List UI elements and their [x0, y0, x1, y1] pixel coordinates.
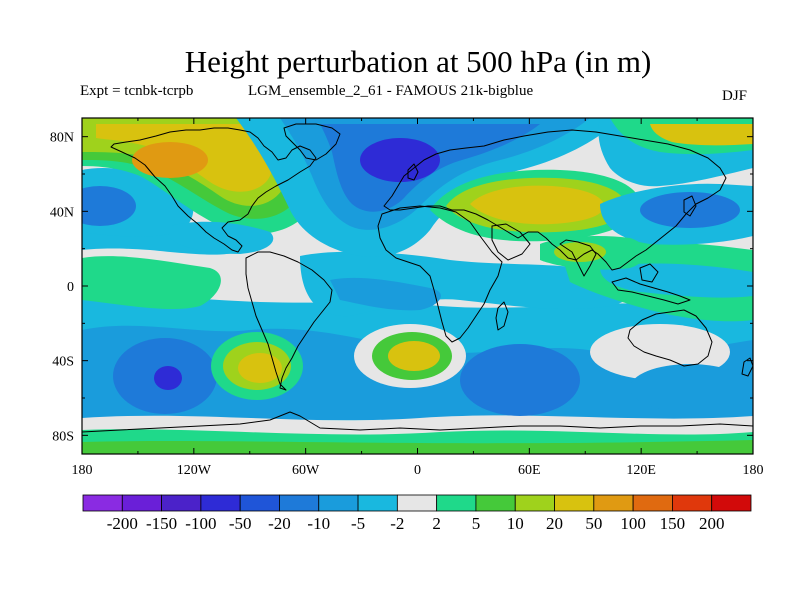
coast-japan: [683, 195, 697, 217]
colorbar-swatch: [554, 494, 595, 512]
colorbar: [82, 494, 752, 512]
colorbar-swatch: [161, 494, 202, 512]
x-tick-label: 60W: [292, 463, 320, 478]
colorbar-label: -20: [268, 514, 291, 533]
coast-borneo: [639, 263, 659, 283]
x-axis-labels: 180 120W 60W 0 60E 120E 180: [72, 463, 764, 478]
colorbar-swatch: [121, 494, 162, 512]
colorbar-swatch: [279, 494, 320, 512]
colorbar-swatch: [318, 494, 359, 512]
colorbar-label: -200: [107, 514, 138, 533]
axis-ticks: [81, 118, 754, 454]
colorbar-labels: -200 -150 -100 -50 -20 -10 -5 -2 2 5 10 20 50 100 150 2…: [107, 514, 725, 533]
colorbar-label: -2: [390, 514, 404, 533]
colorbar-label: -150: [146, 514, 177, 533]
coast-greenland: [283, 123, 341, 161]
x-tick-label: 120W: [177, 463, 212, 478]
colorbar-swatch: [711, 494, 752, 512]
x-tick-label: 120E: [626, 463, 656, 478]
coast-north-america: [110, 127, 317, 253]
field-antarctic-neutral: [82, 415, 753, 436]
coast-eurasia: [383, 129, 727, 271]
colorbar-label: -5: [351, 514, 365, 533]
colorbar-label: 20: [546, 514, 563, 533]
ensemble-label: LGM_ensemble_2_61 - FAMOUS 21k-bigblue: [248, 83, 534, 99]
map-field: [82, 118, 753, 454]
colorbar-swatch: [396, 494, 438, 512]
field-atlantic-trough-core: [360, 138, 440, 182]
field-cell-se-pac-pos-core: [238, 353, 282, 383]
field-cell-satl-pos-core: [388, 341, 440, 371]
coast-antarctica: [82, 411, 753, 433]
coast-uk: [407, 163, 419, 181]
colorbar-label: -100: [185, 514, 216, 533]
x-tick-label: 180: [72, 463, 93, 478]
field-na-ridge-peak: [132, 142, 208, 178]
field-cell-aus-neg: [630, 364, 750, 412]
colorbar-label: 2: [432, 514, 441, 533]
coast-africa: [377, 205, 503, 343]
colorbar-swatch: [514, 494, 555, 512]
colorbar-label: -50: [229, 514, 252, 533]
coast-australia: [627, 309, 713, 367]
field-tropical-atlantic-neg-mid: [330, 277, 441, 311]
coast-arabia: [491, 223, 531, 261]
colorbar-swatch: [200, 494, 241, 512]
colorbar-swatch: [436, 494, 477, 512]
y-tick-label: 40N: [50, 205, 74, 220]
colorbar-label: -10: [307, 514, 330, 533]
coastlines: [82, 123, 753, 433]
coast-south-america: [245, 251, 333, 391]
coast-madagascar: [495, 301, 509, 331]
colorbar-label: 100: [620, 514, 646, 533]
field-indo-pacific-neg: [600, 263, 753, 298]
y-tick-label: 40S: [52, 355, 74, 370]
colorbar-swatch: [475, 494, 516, 512]
colorbar-swatch: [593, 494, 634, 512]
coast-maritime-continent: [611, 277, 691, 305]
colorbar-label: 150: [660, 514, 686, 533]
y-tick-label: 0: [67, 280, 74, 295]
field-mexico-neg: [170, 221, 274, 254]
field-antarctic-positive-mid: [82, 440, 753, 454]
coast-india: [559, 239, 597, 277]
colorbar-swatch: [239, 494, 280, 512]
field-arctic-ridge-core: [650, 124, 753, 146]
x-tick-label: 180: [743, 463, 764, 478]
field-eurasia-ridge-core: [470, 185, 604, 225]
experiment-label: Expt = tcnbk-tcrpb: [80, 83, 194, 99]
colorbar-swatch: [357, 494, 398, 512]
field-cell-indian-neg: [460, 344, 580, 416]
colorbar-swatch: [632, 494, 673, 512]
y-tick-label: 80N: [50, 131, 74, 146]
colorbar-label: 10: [507, 514, 524, 533]
y-axis-labels: 80N 40N 0 40S 80S: [50, 131, 74, 445]
colorbar-label: 200: [699, 514, 725, 533]
colorbar-label: 5: [472, 514, 481, 533]
field-cell-spac-neg-core: [154, 366, 182, 390]
plot-title: Height perturbation at 500 hPa (in m): [184, 44, 652, 79]
y-tick-label: 80S: [52, 429, 74, 444]
colorbar-swatch: [82, 494, 123, 512]
colorbar-swatch: [672, 494, 713, 512]
x-tick-label: 60E: [518, 463, 541, 478]
field-tropical-pacific-pos: [82, 256, 221, 310]
colorbar-label: 50: [585, 514, 602, 533]
x-tick-label: 0: [414, 463, 421, 478]
coast-new-zealand: [741, 357, 753, 377]
field-north-pacific-neg-mid: [82, 186, 136, 226]
season-label: DJF: [722, 88, 748, 104]
